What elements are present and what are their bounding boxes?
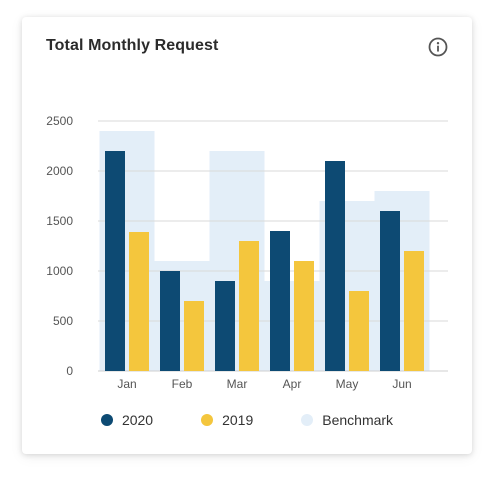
legend-label: 2020 [121, 412, 154, 428]
x-tick-label-apr: Apr [283, 377, 302, 391]
chart-legend: 2020 2019 Benchmark [22, 412, 472, 428]
y-tick-label-2000: 2000 [46, 164, 73, 178]
bar-2020-may [325, 161, 345, 371]
y-tick-label-2500: 2500 [46, 114, 73, 128]
bar-chart: 0 500 1000 1500 2000 2500 Jan Feb Mar Apr May Jun [46, 114, 448, 391]
legend-swatch [301, 414, 314, 426]
bar-2020-mar [215, 281, 235, 371]
x-tick-label-jun: Jun [392, 377, 411, 391]
legend-swatch [100, 414, 113, 426]
bar-2020-feb [160, 271, 180, 371]
bar-2020-jan [105, 151, 125, 371]
y-tick-label-500: 500 [53, 314, 73, 328]
legend-swatch [201, 414, 214, 426]
bar-2020-jun [380, 211, 400, 371]
x-tick-label-feb: Feb [172, 377, 193, 391]
legend-label: Benchmark [322, 412, 394, 428]
legend-item-benchmark[interactable]: Benchmark [301, 412, 393, 428]
bar-2019-jan [129, 232, 149, 371]
bar-2019-apr [294, 261, 314, 371]
x-tick-label-mar: Mar [227, 377, 248, 391]
x-tick-label-may: May [336, 377, 359, 391]
y-tick-label-1500: 1500 [46, 214, 73, 228]
bar-2020-apr [270, 231, 290, 371]
y-tick-label-1000: 1000 [46, 264, 73, 278]
chart-title: Total Monthly Request [46, 37, 219, 54]
legend-item-2020[interactable]: 2020 [100, 412, 154, 428]
bar-2019-feb [184, 301, 204, 371]
bar-2019-jun [404, 251, 424, 371]
legend-label: 2019 [222, 412, 254, 428]
legend-item-2019[interactable]: 2019 [201, 412, 253, 428]
x-tick-label-jan: Jan [117, 377, 136, 391]
chart-card: Total Monthly Request 0 500 1000 1500 2000 25… [22, 17, 472, 454]
bar-2019-may [349, 291, 369, 371]
y-tick-label-0: 0 [66, 364, 73, 378]
info-circle-icon[interactable] [428, 37, 448, 57]
bar-2019-mar [239, 241, 259, 371]
